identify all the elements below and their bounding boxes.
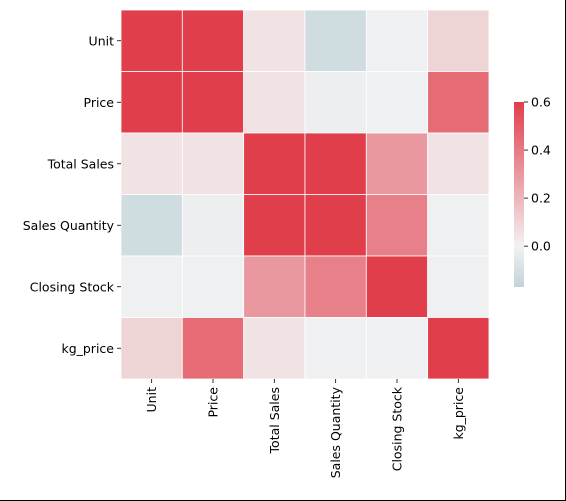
colorbar-tick-label: 0.0 [531,239,551,254]
y-tick-label-total-sales: Total Sales [47,156,114,171]
heatmap-cell-unit-sales-quantity [304,9,367,72]
heatmap-cell-closing-stock-unit [120,255,183,318]
heatmap-cell-total-sales-sales-quantity [304,132,367,195]
heatmap-cell-total-sales-price [181,132,245,195]
heatmap-cell-price-kg-price [427,71,490,134]
heatmap-cell-closing-stock-total-sales [243,255,306,318]
y-tick-label-price: Price [84,95,115,110]
heatmap-cell-unit-closing-stock [365,9,429,72]
heatmap-cell-unit-kg-price [427,9,490,72]
x-tick-label-unit: Unit [144,387,159,413]
heatmap-cell-sales-quantity-total-sales [243,194,306,257]
heatmap-cell-kg-price-total-sales [243,317,306,380]
colorbar-tick-label: 0.4 [531,143,551,158]
heatmap-cell-sales-quantity-sales-quantity [304,194,367,257]
x-tick-label-sales-quantity: Sales Quantity [328,386,343,478]
heatmap-cell-sales-quantity-kg-price [427,194,490,257]
heatmap-cell-sales-quantity-closing-stock [365,194,429,257]
heatmap-cell-sales-quantity-price [181,194,245,257]
colorbar-tick-label: 0.2 [531,191,551,206]
heatmap-cell-price-sales-quantity [304,71,367,134]
heatmap-cell-closing-stock-price [181,255,245,318]
heatmap-cell-total-sales-closing-stock [365,132,429,195]
heatmap-cell-kg-price-closing-stock [365,317,429,380]
heatmap-cell-price-closing-stock [365,71,429,134]
y-tick-label-unit: Unit [89,33,115,48]
heatmap-cell-total-sales-unit [120,132,183,195]
y-tick-label-sales-quantity: Sales Quantity [23,218,115,233]
heatmap-cell-kg-price-sales-quantity [304,317,367,380]
y-tick-label-kg-price: kg_price [61,341,114,356]
heatmap-cell-unit-unit [120,9,183,72]
heatmap-cell-kg-price-kg-price [427,317,490,380]
x-tick-label-kg-price: kg_price [451,387,466,440]
x-tick-label-total-sales: Total Sales [267,387,282,454]
x-tick-label-price: Price [205,387,220,418]
colorbar-gradient [514,102,524,287]
heatmap-cell-closing-stock-sales-quantity [304,255,367,318]
heatmap-cell-kg-price-price [181,317,245,380]
heatmap-cell-closing-stock-kg-price [427,255,490,318]
heatmap-cell-kg-price-unit [120,317,183,380]
heatmap-cell-total-sales-total-sales [243,132,306,195]
x-tick-labels: Unit Price Total Sales Sales Quantity Closin… [144,379,466,478]
heatmap-cell-unit-price [181,9,245,72]
heatmap-cell-price-unit [120,71,183,134]
heatmap-cell-price-price [181,71,245,134]
heatmap-cells [120,9,490,380]
colorbar: 0.0 0.2 0.4 0.6 [514,95,551,287]
y-tick-label-closing-stock: Closing Stock [30,279,115,294]
heatmap-cell-sales-quantity-unit [120,194,183,257]
y-tick-labels: Unit Price Total Sales Sales Quantity Closin… [23,33,121,356]
x-tick-label-closing-stock: Closing Stock [389,386,404,471]
heatmap-cell-unit-total-sales [243,9,306,72]
heatmap-cell-price-total-sales [243,71,306,134]
colorbar-tick-label: 0.6 [531,95,551,110]
heatmap-cell-total-sales-kg-price [427,132,490,195]
heatmap-cell-closing-stock-closing-stock [365,255,429,318]
